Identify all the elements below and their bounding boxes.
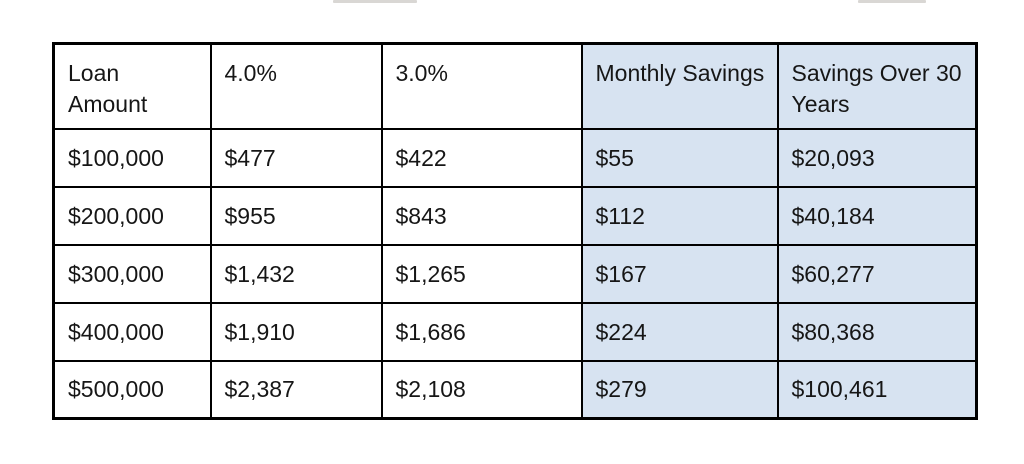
cell-savings-30-years: $60,277	[776, 243, 978, 304]
column-header-monthly-savings: Monthly Savings	[580, 42, 779, 130]
cell-payment-3-0: $422	[380, 127, 583, 188]
cell-savings-30-years: $20,093	[776, 127, 978, 188]
loan-savings-table: Loan Amount 4.0% 3.0% Monthly Savings Sa…	[52, 42, 978, 420]
cell-loan-amount: $300,000	[52, 243, 212, 304]
cell-payment-4-0: $2,387	[209, 359, 383, 420]
cell-monthly-savings: $224	[580, 301, 779, 362]
cell-payment-3-0: $1,686	[380, 301, 583, 362]
table-header-row: Loan Amount 4.0% 3.0% Monthly Savings Sa…	[52, 42, 978, 130]
cell-loan-amount: $200,000	[52, 185, 212, 246]
cell-monthly-savings: $279	[580, 359, 779, 420]
cell-payment-3-0: $1,265	[380, 243, 583, 304]
cell-loan-amount: $500,000	[52, 359, 212, 420]
cell-loan-amount: $400,000	[52, 301, 212, 362]
cell-monthly-savings: $112	[580, 185, 779, 246]
cell-monthly-savings: $167	[580, 243, 779, 304]
cell-savings-30-years: $80,368	[776, 301, 978, 362]
column-header-loan-amount: Loan Amount	[52, 42, 212, 130]
cell-monthly-savings: $55	[580, 127, 779, 188]
column-header-rate-4-0: 4.0%	[209, 42, 383, 130]
cell-payment-3-0: $2,108	[380, 359, 583, 420]
cell-payment-4-0: $955	[209, 185, 383, 246]
table-row: $400,000 $1,910 $1,686 $224 $80,368	[52, 301, 978, 362]
cell-loan-amount: $100,000	[52, 127, 212, 188]
cropped-text-remnant	[858, 0, 926, 3]
cell-savings-30-years: $40,184	[776, 185, 978, 246]
table-row: $500,000 $2,387 $2,108 $279 $100,461	[52, 359, 978, 420]
cell-payment-4-0: $1,910	[209, 301, 383, 362]
cell-savings-30-years: $100,461	[776, 359, 978, 420]
cell-payment-4-0: $477	[209, 127, 383, 188]
column-header-savings-over-30-years: Savings Over 30 Years	[776, 42, 978, 130]
cell-payment-3-0: $843	[380, 185, 583, 246]
table-row: $200,000 $955 $843 $112 $40,184	[52, 185, 978, 246]
table-row: $100,000 $477 $422 $55 $20,093	[52, 127, 978, 188]
column-header-rate-3-0: 3.0%	[380, 42, 583, 130]
cropped-text-remnant	[333, 0, 417, 3]
cell-payment-4-0: $1,432	[209, 243, 383, 304]
table-row: $300,000 $1,432 $1,265 $167 $60,277	[52, 243, 978, 304]
